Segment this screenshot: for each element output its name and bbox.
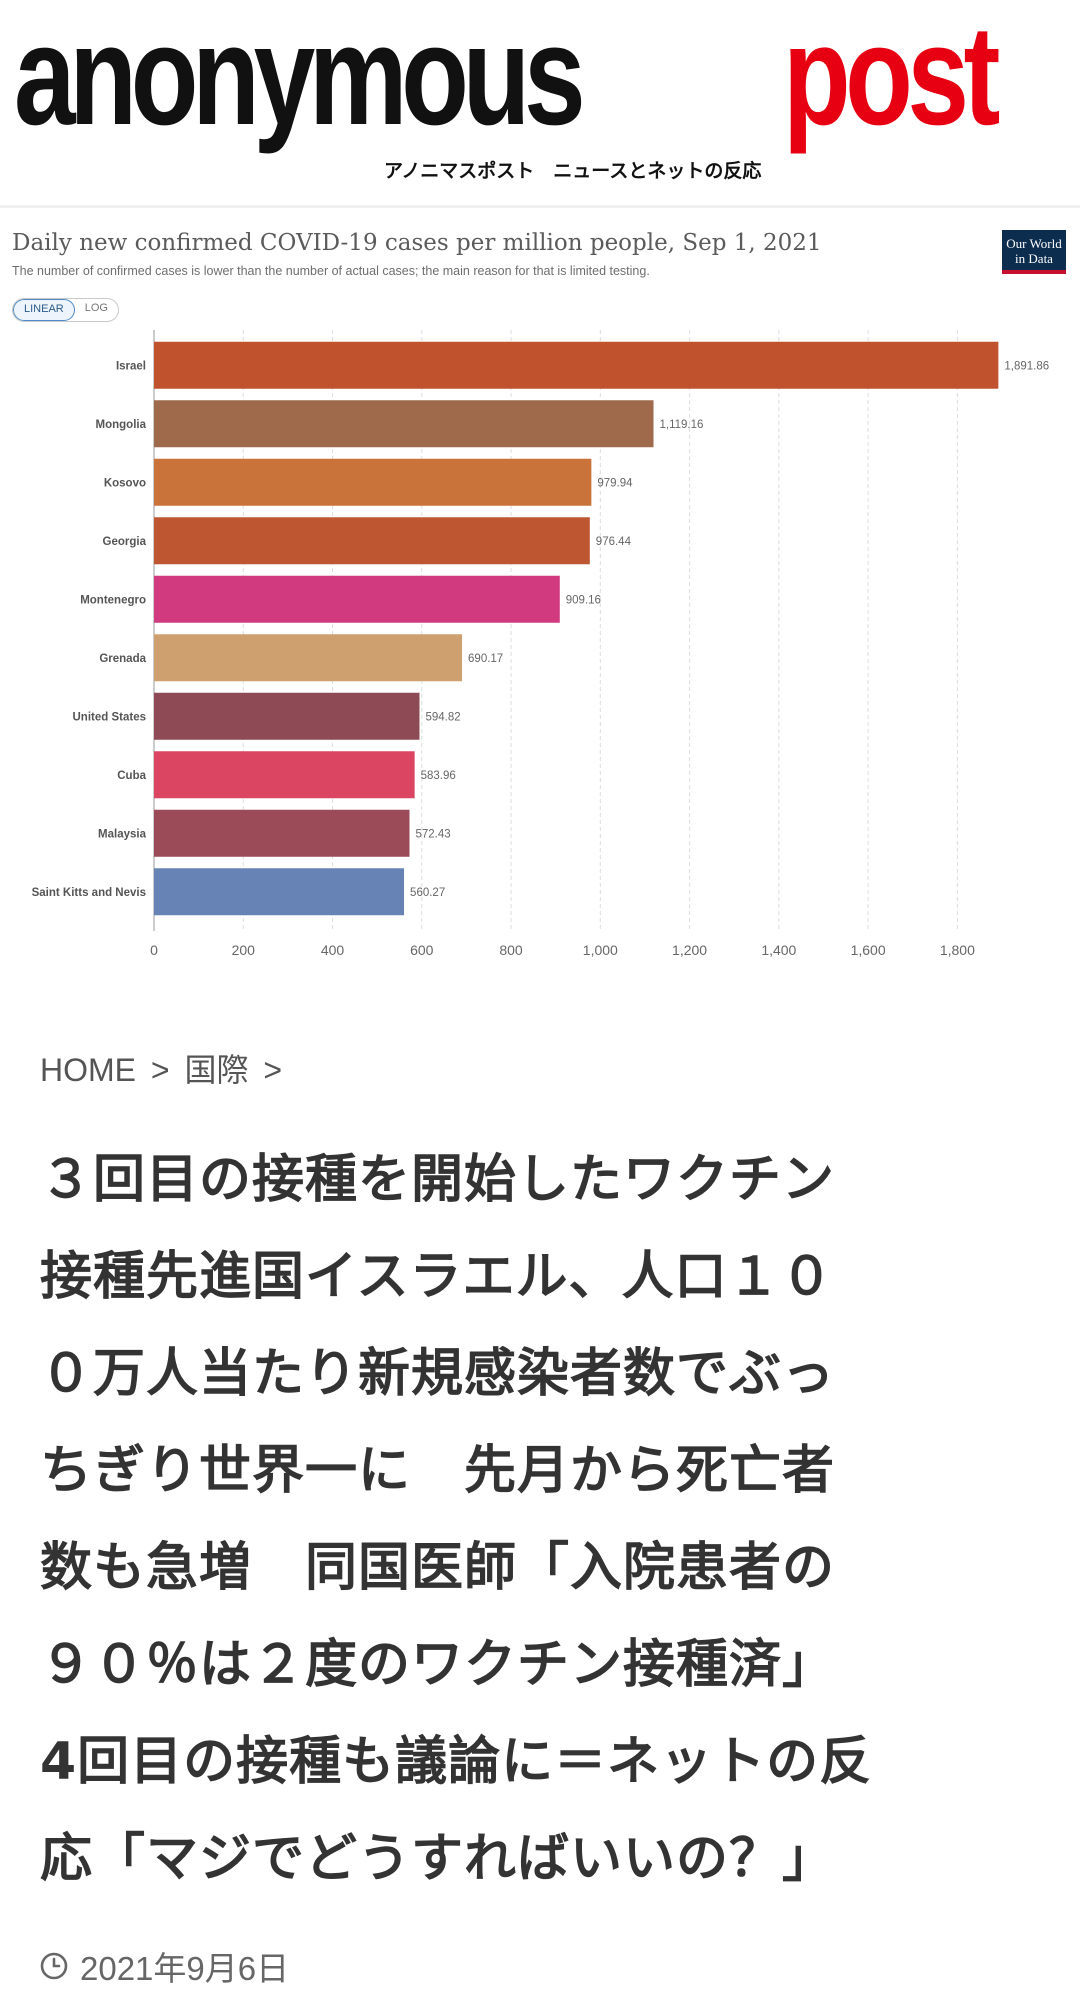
post-date-text: 2021年9月6日 <box>80 1950 290 1987</box>
bar <box>154 751 415 799</box>
x-tick-label: 600 <box>410 942 434 958</box>
data-label: 976.44 <box>596 536 632 548</box>
category-label: Mongolia <box>96 419 147 431</box>
title-line: 応「マジでどうすればいいの？」 <box>40 1829 836 1889</box>
bar <box>154 517 590 565</box>
article-title: ３回目の接種を開始したワクチン 接種先進国イスラエル、人口１０ ０万人当たり新規… <box>40 1132 1045 1908</box>
data-label: 594.82 <box>425 711 460 723</box>
breadcrumb-separator: > <box>150 1052 170 1088</box>
title-line: 数も急増 同国医師「入院患者の <box>40 1538 836 1598</box>
logo-anonymous: anonymous <box>14 0 586 155</box>
category-label: Grenada <box>99 653 146 665</box>
bar <box>154 458 592 506</box>
scale-linear-option: LINEAR <box>13 299 75 321</box>
title-line: ちぎり世界一に 先月から死亡者 <box>40 1441 836 1501</box>
category-label: Saint Kitts and Nevis <box>32 887 146 899</box>
bar <box>154 634 463 682</box>
chart-subtitle: The number of confirmed cases is lower t… <box>12 264 650 278</box>
title-line: 接種先進国イスラエル、人口１０ <box>40 1247 834 1307</box>
category-label: United States <box>73 711 147 723</box>
x-tick-label: 400 <box>321 942 345 958</box>
category-label: Malaysia <box>98 828 147 840</box>
breadcrumb: HOME > 国際 > <box>40 1045 288 1091</box>
article-eyecatch-chart: Daily new confirmed COVID-19 cases per m… <box>0 208 1080 978</box>
x-tick-label: 0 <box>150 942 158 958</box>
x-tick-label: 1,200 <box>672 942 707 958</box>
logo-post: post <box>783 0 1000 155</box>
title-line: ９０％は２度のワクチン接種済」 <box>40 1635 836 1695</box>
data-label: 909.16 <box>566 594 601 606</box>
breadcrumb-home-link[interactable]: HOME <box>40 1052 136 1088</box>
data-label: 690.17 <box>468 653 503 665</box>
data-label: 583.96 <box>421 770 456 782</box>
category-label: Georgia <box>103 536 147 548</box>
bar <box>154 575 560 623</box>
data-label: 1,891.86 <box>1004 360 1049 372</box>
category-label: Cuba <box>117 770 146 782</box>
chart-title: Daily new confirmed COVID-19 cases per m… <box>12 230 822 256</box>
breadcrumb-category-link[interactable]: 国際 <box>184 1052 249 1088</box>
x-tick-label: 1,400 <box>761 942 796 958</box>
breadcrumb-separator: > <box>263 1052 283 1088</box>
bar <box>154 692 420 740</box>
x-tick-label: 800 <box>499 942 523 958</box>
bar <box>154 809 410 857</box>
x-tick-label: 200 <box>232 942 256 958</box>
scale-toggle: LINEAR LOG <box>12 298 119 322</box>
title-line: ０万人当たり新規感染者数でぶっ <box>40 1344 836 1404</box>
bar <box>154 868 405 916</box>
owid-logo-line1: Our World <box>1006 236 1062 251</box>
scale-log-option: LOG <box>84 302 108 314</box>
post-date: 2021年9月6日 <box>40 1942 289 1990</box>
category-label: Israel <box>116 360 146 372</box>
data-label: 979.94 <box>597 477 633 489</box>
bar <box>154 341 999 389</box>
owid-logo-line2: in Data <box>1015 251 1053 266</box>
owid-logo: Our World in Data <box>1002 230 1066 274</box>
clock-icon <box>40 1952 68 1980</box>
category-label: Kosovo <box>104 477 146 489</box>
title-line: 4回目の接種も議論に＝ネットの反 <box>40 1732 873 1792</box>
title-line: ３回目の接種を開始したワクチン <box>40 1150 836 1210</box>
site-header: anonymous post アノニマスポスト ニュースとネットの反応 <box>0 0 1080 208</box>
data-label: 560.27 <box>410 887 445 899</box>
x-tick-label: 1,600 <box>851 942 886 958</box>
data-label: 1,119.16 <box>659 419 703 431</box>
x-tick-label: 1,800 <box>940 942 975 958</box>
bar <box>154 400 654 448</box>
x-tick-label: 1,000 <box>583 942 618 958</box>
bar-chart: 0 200 400 600 800 1,000 1,200 1,400 1,600 1,800 Is… <box>32 330 1049 958</box>
data-label: 572.43 <box>415 828 450 840</box>
logo-tagline: アノニマスポスト ニュースとネットの反応 <box>384 160 762 182</box>
category-label: Montenegro <box>80 594 146 606</box>
